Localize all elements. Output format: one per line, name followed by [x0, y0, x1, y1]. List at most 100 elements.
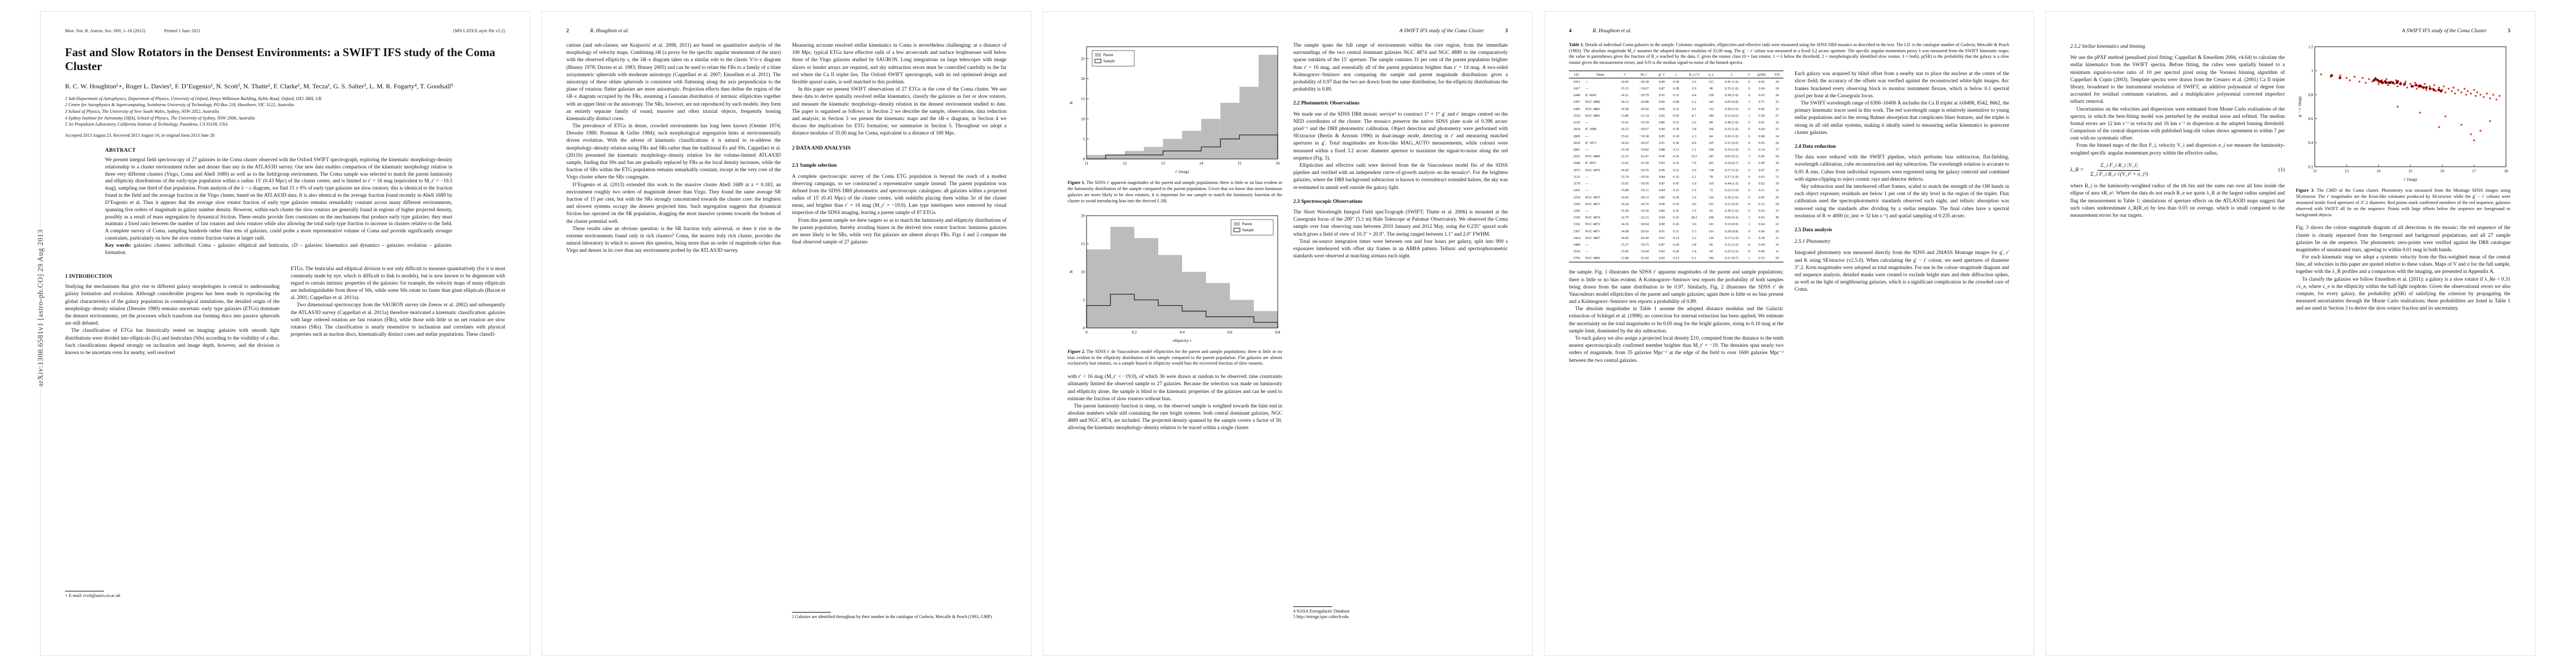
printed-date: Printed 1 June 2021: [164, 28, 201, 33]
table-row: 3073 NGC 4876 14.45 −20.55 0.90 0.21 3.9 138 0.2…: [1573, 168, 1779, 172]
paragraph: 5 Jet Propulsion Laboratory, California …: [65, 122, 228, 127]
paper-title: Fast and Slow Rotators in the Densest En…: [65, 46, 495, 73]
paragraph: 1 Sub-Department of Astrophysics, Depart…: [65, 96, 322, 101]
table-row: 2440 IC 4045 14.21 −20.79 0.91 0.33 4.4 158 0.38…: [1573, 93, 1779, 98]
subsection-heading-photometric-observations: 2.2 Photometric Observations: [1293, 101, 1359, 107]
paragraph: 3 School of Physics, The University of N…: [65, 108, 220, 114]
figure-2-caption: Figure 2. The SDSS r′ de Vaucouleurs mod…: [1068, 349, 1282, 366]
column-header: g′−r′: [1655, 71, 1670, 79]
page-3: A SWIFT IFS study of the Coma Cluster 3 …: [1043, 12, 1532, 655]
table-row: 3131—15.74 −19.26 0.84 0.35 2.1 78 0.37 (1.0) 0…: [1573, 175, 1779, 179]
body-text: where R_i is the luminosity-weighted rad…: [2070, 183, 2285, 220]
table-row: 2413—14.82 −20.18 0.89 0.44 3.6 121 0.41 (1.0)…: [1573, 79, 1779, 84]
keywords-text: galaxies: clusters: individual: Coma – g…: [105, 242, 453, 256]
paragraph: We use the pPXF method (penalised pixel …: [2070, 55, 2285, 105]
column-header: C: [1746, 71, 1753, 79]
column-header: σ_e: [1705, 71, 1717, 79]
page3-column-left: 11 12 13 14 15 16 0 5 10 15 20 25 r′ (mag) N Parent Sam…: [1068, 42, 1282, 620]
svg-text:13: 13: [2345, 169, 2349, 173]
paragraph: Sky subtraction used the interleaved off…: [1795, 183, 2009, 219]
svg-text:Parent: Parent: [1103, 53, 1113, 57]
svg-text:5: 5: [1083, 297, 1085, 302]
svg-text:16: 16: [2440, 169, 2445, 173]
svg-text:20: 20: [1081, 77, 1085, 81]
page1-columns: 1 INTRODUCTION Studying the mechanisms t…: [65, 266, 505, 599]
table-row: 3484—15.27 −19.73 0.87 0.24 2.8 96 0.32 (1.0) 0…: [1573, 243, 1779, 247]
figure-2: 0 0.2 0.4 0.6 0.8 0 5 10 15 20 ellipticity ε N Paren…: [1068, 211, 1282, 367]
intro-text-right: ETGs. The lenticular and elliptical divi…: [291, 266, 505, 339]
paragraph: The SWIFT wavelength range of 6300–10400…: [1795, 100, 2009, 136]
svg-text:1.2: 1.2: [2308, 44, 2313, 49]
paragraph: Ellipticities and effective radii were d…: [1293, 162, 1508, 191]
equation-1: λ_R = Σ_i F_i R_i |V_i| Σ_i F_i R_i √(V_…: [2070, 162, 2285, 178]
paragraph: We made use of the SDSS DR8 mosaic servi…: [1293, 111, 1508, 161]
equation-lhs: λ_R =: [2070, 167, 2084, 173]
equation-number: (1): [2278, 167, 2285, 173]
paragraph: To each galaxy we also assign a projecte…: [1569, 336, 1783, 364]
svg-text:0.6: 0.6: [2308, 117, 2313, 121]
body-text: cations (and sub-classes; see Krajnović …: [566, 42, 781, 255]
svg-text:25: 25: [1081, 57, 1085, 61]
footnotes: 4 NASA Extragalactic Database 5 http://mi…: [1293, 606, 1508, 620]
paragraph: The Short Wavelength Integral Field spec…: [1293, 210, 1508, 237]
table-row: 2457 NGC 4886 14.12 −20.88 0.90 0.08 6.2 145 0.0…: [1573, 100, 1779, 104]
page5-column-right: 12 13 14 15 16 17 18 0.2 0.4 0.6 0.8 1 1.2 r′ (mag) g′…: [2296, 42, 2510, 620]
svg-text:11: 11: [1085, 161, 1089, 166]
page2-column-right: Measuring accurate resolved stellar kine…: [792, 42, 1007, 620]
paragraph: 2 Centre for Astrophysics & Supercomputi…: [65, 102, 294, 108]
table-row: 3269 NGC 4873 14.24 −20.76 0.90 0.16 4.6 151 0.2…: [1573, 202, 1779, 206]
subsubsection-heading-stellar-kinematics: 2.5.2 Stellar kinematics and binning: [2070, 44, 2145, 49]
svg-text:10: 10: [1081, 270, 1085, 274]
svg-text:Sample: Sample: [1242, 228, 1254, 232]
svg-text:0.4: 0.4: [2308, 141, 2313, 145]
column-header: ε: [1669, 71, 1683, 79]
page-5: A SWIFT IFS study of the Coma Cluster 5 …: [2046, 12, 2535, 655]
paragraph: The absolute magnitudes in Table 1 assum…: [1569, 306, 1783, 334]
paragraph: The prevalence of ETGs in dense, crowded…: [566, 123, 781, 181]
table-row: 3201—15.89 −19.11 0.84 0.15 1.9 72 0.22 (1.0) 0…: [1573, 188, 1779, 193]
column-header: λ: [1717, 71, 1746, 79]
paragraph: D’Eugenio et al. (2013) extended this wo…: [566, 182, 781, 225]
paragraph: To classify the galaxies we follow Emsel…: [2296, 276, 2510, 312]
section-heading-introduction: 1 INTRODUCTION: [65, 273, 112, 280]
paragraph: cations (and sub-classes; see Krajnović …: [566, 43, 781, 122]
svg-text:14: 14: [1199, 161, 1204, 166]
svg-text:N: N: [1069, 270, 1074, 273]
svg-text:12: 12: [2313, 169, 2318, 173]
column-header: R_e (″): [1683, 71, 1705, 79]
paragraph: Two dimensional spectroscopy from the SA…: [291, 302, 505, 338]
svg-text:16: 16: [1276, 161, 1280, 166]
body-text: Each galaxy was acquired by blind offset…: [1795, 71, 2009, 137]
paragraph: The sample spans the full range of envir…: [1293, 43, 1508, 93]
body-text: We made use of the SDSS DR8 mosaic servi…: [1293, 111, 1508, 192]
table-row: 2921 NGC 4889 12.53 −22.47 0.96 0.36 33.5 347 0.…: [1573, 155, 1779, 159]
table-row: 2654 IC 3998 14.33 −20.67 0.90 0.39 3.8 150 0.33…: [1573, 127, 1779, 132]
body-text: A complete spectroscopic survey of the C…: [792, 173, 1007, 247]
figure-1: 11 12 13 14 15 16 0 5 10 15 20 25 r′ (mag) N Parent Sam…: [1068, 42, 1282, 205]
paragraph: From the binned maps of the flux F_i, ve…: [2070, 143, 2285, 156]
table-row: 3170—15.05 −19.95 0.87 0.47 3.0 110 0.44 (1.0)…: [1573, 182, 1779, 186]
paragraph: These results raise an obvious question:…: [566, 226, 781, 254]
table-row: 3367 NGC 4871 14.08 −20.92 0.91 0.31 5.3 163 0.2…: [1573, 229, 1779, 233]
intro-text-left: Studying the mechanisms that give rise t…: [65, 283, 280, 357]
page-2: 2 R. Houghton et al. cations (and sub-cl…: [542, 12, 1031, 655]
page-number: 4: [1569, 28, 1572, 34]
body-text: the sample. Fig. 1 illustrates the SDSS …: [1569, 269, 1783, 364]
page5-columns: 2.5.2 Stellar kinematics and binning We …: [2070, 42, 2510, 620]
paragraph: Uncertainties on the velocities and disp…: [2070, 106, 2285, 142]
subsection-heading-spectroscopic-observations: 2.3 Spectroscopic Observations: [1293, 198, 1363, 205]
style-file-note: (MN LATEX style file v2.2): [453, 28, 505, 33]
page5-column-left: 2.5.2 Stellar kinematics and binning We …: [2070, 42, 2285, 620]
svg-text:0.8: 0.8: [2308, 93, 2313, 97]
svg-text:15: 15: [1238, 161, 1242, 166]
paragraph: In this paper we present SWIFT observati…: [792, 87, 1007, 137]
page1-column-right: ETGs. The lenticular and elliptical divi…: [291, 266, 505, 599]
paragraph: The parent luminosity function is steep,…: [1068, 403, 1282, 431]
running-title: R. Houghton et al.: [1592, 28, 1632, 34]
paragraph: Integrated photometry was measured direc…: [1795, 250, 2009, 293]
table-row: 2535—15.41 −19.59 0.86 0.51 2.6 89 0.48 (1.0) 0…: [1573, 121, 1779, 125]
svg-text:18: 18: [2504, 169, 2509, 173]
page3-columns: 11 12 13 14 15 16 0 5 10 15 20 25 r′ (mag) N Parent Sam…: [1068, 42, 1508, 620]
